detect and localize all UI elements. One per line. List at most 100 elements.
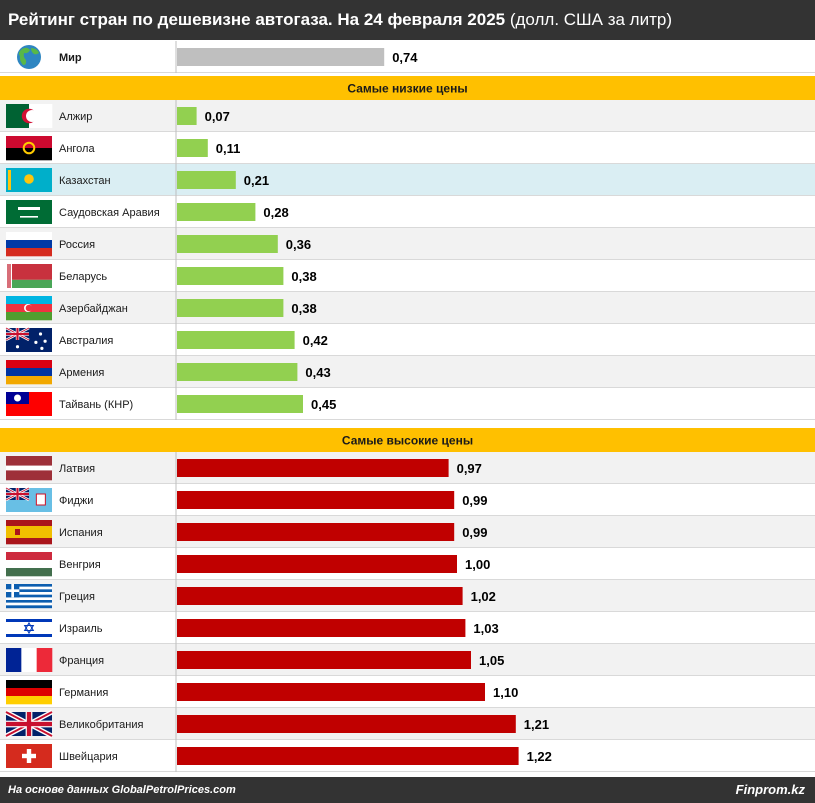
flag-am bbox=[6, 360, 52, 385]
data-label: 0,43 bbox=[305, 365, 330, 380]
bar bbox=[177, 331, 295, 349]
bar-row-алжир: Алжир 0,07 bbox=[0, 100, 815, 132]
bar bbox=[177, 459, 449, 477]
flag-es bbox=[6, 520, 52, 545]
category-label: Великобритания bbox=[59, 719, 144, 731]
row-background bbox=[0, 100, 815, 132]
data-label: 0,42 bbox=[303, 333, 328, 348]
row-background bbox=[0, 132, 815, 164]
flag-il bbox=[6, 616, 52, 640]
data-label: 0,36 bbox=[286, 237, 311, 252]
flag-au bbox=[5, 326, 52, 352]
flag-az bbox=[6, 296, 52, 321]
flag-fr bbox=[6, 648, 53, 672]
flag-gr bbox=[6, 584, 52, 609]
bar-row-испания: Испания 0,99 bbox=[0, 516, 815, 548]
bar-row-латвия: Латвия 0,97 bbox=[0, 452, 815, 484]
section-band bbox=[0, 428, 815, 452]
data-label: 0,21 bbox=[244, 173, 269, 188]
chart-title-units: (долл. США за литр) bbox=[505, 10, 672, 29]
category-label: Россия bbox=[59, 239, 95, 251]
bar-row-великобритания: Великобритания 1,21 bbox=[0, 708, 815, 740]
data-label: 1,22 bbox=[527, 749, 552, 764]
flag-fj bbox=[5, 486, 52, 512]
data-label: 0,28 bbox=[263, 205, 288, 220]
data-label: 0,11 bbox=[216, 141, 241, 156]
bar bbox=[177, 395, 303, 413]
bar-row-фиджи: Фиджи 0,99 bbox=[0, 484, 815, 516]
bar-row-греция: Греция 1,02 bbox=[0, 580, 815, 612]
flag-ch bbox=[6, 744, 52, 768]
brand-logo-text: Finprom.kz bbox=[735, 782, 805, 797]
bar-row-азербайджан: Азербайджан 0,38 bbox=[0, 292, 815, 324]
bar bbox=[177, 299, 284, 317]
bar bbox=[177, 139, 208, 157]
data-label: 0,38 bbox=[291, 269, 316, 284]
row-background bbox=[0, 388, 815, 420]
bar-row-франция: Франция 1,05 bbox=[0, 644, 815, 676]
section-label: Самые высокие цены bbox=[342, 434, 473, 448]
row-background bbox=[0, 228, 815, 260]
section-label: Самые низкие цены bbox=[347, 82, 467, 96]
flag-hu bbox=[6, 552, 52, 577]
flag-tw bbox=[6, 392, 52, 416]
flag-sa bbox=[6, 200, 52, 224]
row-background bbox=[0, 196, 815, 228]
source-note: На основе данных GlobalPetrolPrices.com bbox=[8, 784, 236, 796]
category-label: Казахстан bbox=[59, 175, 111, 187]
bar bbox=[177, 683, 485, 701]
flag-de bbox=[6, 680, 52, 705]
bar-row-мир: Мир 0,74 bbox=[0, 41, 815, 73]
category-label: Армения bbox=[59, 367, 104, 379]
bar-row-армения: Армения 0,43 bbox=[0, 356, 815, 388]
bar-row-ангола: Ангола 0,11 bbox=[0, 132, 815, 164]
data-label: 0,97 bbox=[457, 461, 482, 476]
bar-row-казахстан: Казахстан 0,21 bbox=[0, 164, 815, 196]
bar bbox=[177, 715, 516, 733]
category-label: Мир bbox=[59, 52, 82, 64]
bar bbox=[177, 267, 284, 285]
category-label: Латвия bbox=[59, 463, 95, 475]
category-label: Ангола bbox=[59, 143, 95, 155]
data-label: 0,07 bbox=[205, 109, 230, 124]
category-label: Саудовская Аравия bbox=[59, 207, 160, 219]
bar bbox=[177, 48, 385, 66]
category-label: Германия bbox=[59, 687, 108, 699]
bar bbox=[177, 203, 256, 221]
bar-row-швейцария: Швейцария 1,22 bbox=[0, 740, 815, 772]
data-label: 0,99 bbox=[462, 525, 487, 540]
category-label: Австралия bbox=[59, 335, 113, 347]
category-label: Франция bbox=[59, 655, 104, 667]
chart-title-main: Рейтинг стран по дешевизне автогаза. На … bbox=[8, 10, 506, 29]
data-label: 1,03 bbox=[473, 621, 498, 636]
flag-globe-icon bbox=[17, 45, 41, 69]
section-header-самые-высокие-цены: Самые высокие цены bbox=[0, 428, 815, 452]
category-label: Фиджи bbox=[59, 495, 93, 507]
flag-gb bbox=[4, 709, 54, 739]
bar bbox=[177, 107, 197, 125]
category-label: Беларусь bbox=[59, 271, 107, 283]
row-background bbox=[0, 292, 815, 324]
bar bbox=[177, 235, 278, 253]
bar-row-австралия: Австралия 0,42 bbox=[0, 324, 815, 356]
data-label: 0,99 bbox=[462, 493, 487, 508]
data-label: 0,45 bbox=[311, 397, 336, 412]
bar bbox=[177, 171, 236, 189]
data-label: 1,00 bbox=[465, 557, 490, 572]
row-background bbox=[0, 164, 815, 196]
data-label: 1,10 bbox=[493, 685, 518, 700]
bar bbox=[177, 747, 519, 765]
data-label: 0,74 bbox=[392, 50, 418, 65]
category-label: Испания bbox=[59, 527, 103, 539]
row-background bbox=[0, 260, 815, 292]
flag-by bbox=[6, 264, 52, 288]
bar-chart: Мир 0,74 Самые низкие цены Алжир 0,07 Ангола 0… bbox=[0, 41, 815, 772]
category-label: Швейцария bbox=[59, 751, 118, 763]
bar-row-тайвань-кнр: Тайвань (КНР) 0,45 bbox=[0, 388, 815, 420]
chart-title: Рейтинг стран по дешевизне автогаза. На … bbox=[0, 0, 815, 40]
bar bbox=[177, 619, 466, 637]
category-label: Азербайджан bbox=[59, 303, 128, 315]
section-band bbox=[0, 76, 815, 100]
category-label: Греция bbox=[59, 591, 95, 603]
bar bbox=[177, 587, 463, 605]
